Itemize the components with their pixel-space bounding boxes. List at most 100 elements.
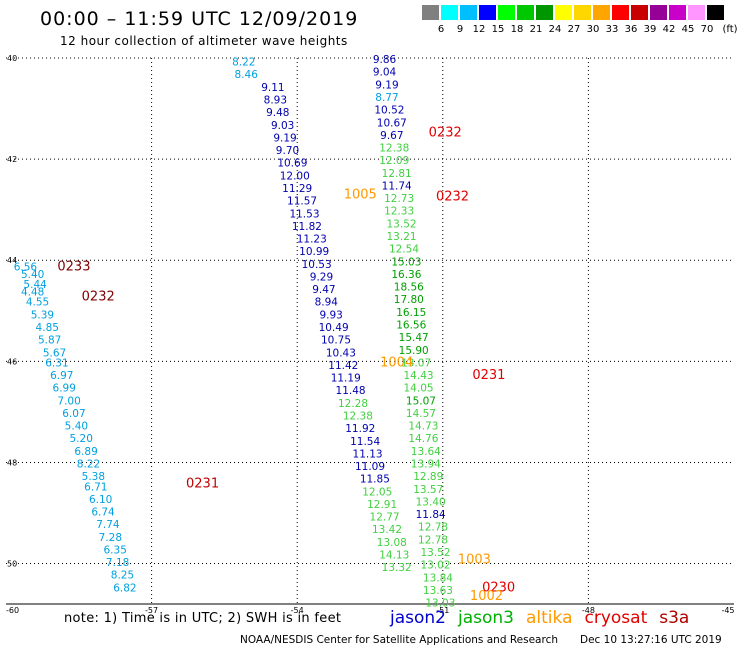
wave-height-value: 11.09 xyxy=(355,461,385,473)
wave-height-value: 12.33 xyxy=(384,206,414,218)
legend-label: 70 xyxy=(700,24,714,35)
wave-height-value: 12.77 xyxy=(370,512,400,524)
wave-height-value: 13.52 xyxy=(387,218,417,230)
wave-height-value: 13.57 xyxy=(413,484,443,496)
pass-time-label: 0231 xyxy=(472,368,505,383)
wave-height-value: 10.43 xyxy=(326,347,356,359)
wave-height-value: 11.48 xyxy=(336,385,366,397)
wave-height-value: 6.35 xyxy=(104,544,127,556)
legend-swatch xyxy=(707,5,724,20)
latitude-tick-label: 40 xyxy=(7,54,17,63)
footer-note: note: 1) Time is in UTC; 2) SWH is in fe… xyxy=(64,611,342,626)
wave-height-value: 10.67 xyxy=(377,117,407,129)
longitude-tick-label: -45 xyxy=(721,606,734,615)
legend-label: 27 xyxy=(567,24,581,35)
wave-height-value: 18.56 xyxy=(394,282,424,294)
legend-label: 39 xyxy=(643,24,657,35)
wave-height-value: 11.29 xyxy=(282,183,312,195)
wave-height-value: 13.63 xyxy=(423,585,453,597)
wave-height-value: 10.52 xyxy=(374,105,404,117)
wave-height-value: 13.64 xyxy=(411,446,441,458)
pass-time-label: 1003 xyxy=(458,553,491,568)
longitude-tick-label: -54 xyxy=(291,606,304,615)
wave-height-value: 6.56 xyxy=(14,261,38,273)
wave-height-value: 6.10 xyxy=(89,494,112,506)
legend-label: 36 xyxy=(624,24,638,35)
wave-height-value: 5.20 xyxy=(70,433,93,445)
legend-swatch xyxy=(555,5,572,20)
wave-height-value: 13.52 xyxy=(420,547,450,559)
latitude-tick-label: 44 xyxy=(7,256,17,265)
wave-height-value: 11.54 xyxy=(350,436,380,448)
wave-height-value: 12.00 xyxy=(280,170,310,182)
wave-height-value: 12.78 xyxy=(418,534,448,546)
wave-height-value: 7.28 xyxy=(99,532,122,544)
pass-time-label: 0233 xyxy=(57,259,90,274)
wave-height-value: 12.05 xyxy=(362,486,392,498)
satellite-legend-entry: jason2 xyxy=(390,608,446,628)
legend-swatch xyxy=(612,5,629,20)
legend-swatch xyxy=(517,5,534,20)
map-subtitle: 12 hour collection of altimeter wave hei… xyxy=(60,34,348,48)
wave-height-value: 7.18 xyxy=(106,557,129,569)
wave-height-value: 10.99 xyxy=(299,246,329,258)
longitude-tick-label: -48 xyxy=(582,606,595,615)
wave-height-value: 12.28 xyxy=(338,398,368,410)
wave-height-value: 12.09 xyxy=(379,155,409,167)
wave-height-value: 12.91 xyxy=(367,499,397,511)
wave-height-value: 10.49 xyxy=(319,322,349,334)
legend-swatch xyxy=(650,5,667,20)
legend-swatch xyxy=(479,5,496,20)
wave-height-value: 14.05 xyxy=(404,383,434,395)
wave-height-value: 11.82 xyxy=(292,221,322,233)
pass-time-label: 1002 xyxy=(470,589,503,604)
wave-height-value: 11.57 xyxy=(287,196,317,208)
wave-height-value: 11.84 xyxy=(416,509,446,521)
wave-height-value: 12.73 xyxy=(384,193,414,205)
timestamp: Dec 10 13:27:16 UTC 2019 xyxy=(580,634,722,646)
pass-time-label: 0232 xyxy=(429,125,462,140)
wave-height-value: 8.25 xyxy=(111,570,134,582)
satellite-legend-entry: s3a xyxy=(659,608,690,628)
wave-height-value: 13.94 xyxy=(411,459,441,471)
wave-height-value: 14.13 xyxy=(379,550,409,562)
map-title: 00:00 – 11:59 UTC 12/09/2019 xyxy=(40,8,359,30)
wave-height-value: 5.40 xyxy=(65,421,88,433)
satellite-legend-entry: altika xyxy=(526,608,573,628)
legend-swatch xyxy=(688,5,705,20)
wave-height-value: 14.43 xyxy=(404,370,434,382)
credit-line: NOAA/NESDIS Center for Satellite Applica… xyxy=(240,634,558,646)
wave-height-value: 8.46 xyxy=(235,69,259,81)
wave-height-value: 16.56 xyxy=(396,319,426,331)
latitude-tick-label: 50 xyxy=(7,560,17,569)
wave-height-value: 14.57 xyxy=(406,408,436,420)
legend-label: 15 xyxy=(491,24,505,35)
legend-label: 30 xyxy=(586,24,600,35)
legend-swatch xyxy=(631,5,648,20)
wave-height-value: 6.07 xyxy=(62,408,85,420)
legend-swatch xyxy=(669,5,686,20)
longitude-tick-label: -57 xyxy=(145,606,158,615)
wave-height-value: 9.29 xyxy=(310,271,333,283)
wave-height-value: 6.82 xyxy=(113,582,136,594)
legend-swatch xyxy=(574,5,591,20)
wave-height-value: 12.54 xyxy=(389,244,419,256)
wave-height-value: 10.75 xyxy=(321,335,351,347)
wave-height-value: 9.67 xyxy=(380,130,403,142)
wave-height-value: 4.55 xyxy=(26,297,49,309)
pass-time-label: 0232 xyxy=(436,190,469,205)
wave-height-value: 12.38 xyxy=(343,410,373,422)
pass-time-label: 0231 xyxy=(186,477,219,492)
wave-height-value: 11.13 xyxy=(353,448,383,460)
wave-height-value: 16.15 xyxy=(396,307,426,319)
legend-swatch xyxy=(441,5,458,20)
pass-time-label: 1004 xyxy=(380,355,413,370)
wave-height-value: 6.31 xyxy=(45,357,68,369)
wave-height-value: 9.04 xyxy=(373,67,397,79)
wave-height-value: 15.47 xyxy=(399,332,429,344)
satellite-legend: jason2 jason3 altika cryosat s3a xyxy=(390,608,701,628)
wave-height-value: 6.99 xyxy=(53,383,76,395)
pass-time-label: 0230 xyxy=(482,580,515,595)
legend-swatch xyxy=(460,5,477,20)
